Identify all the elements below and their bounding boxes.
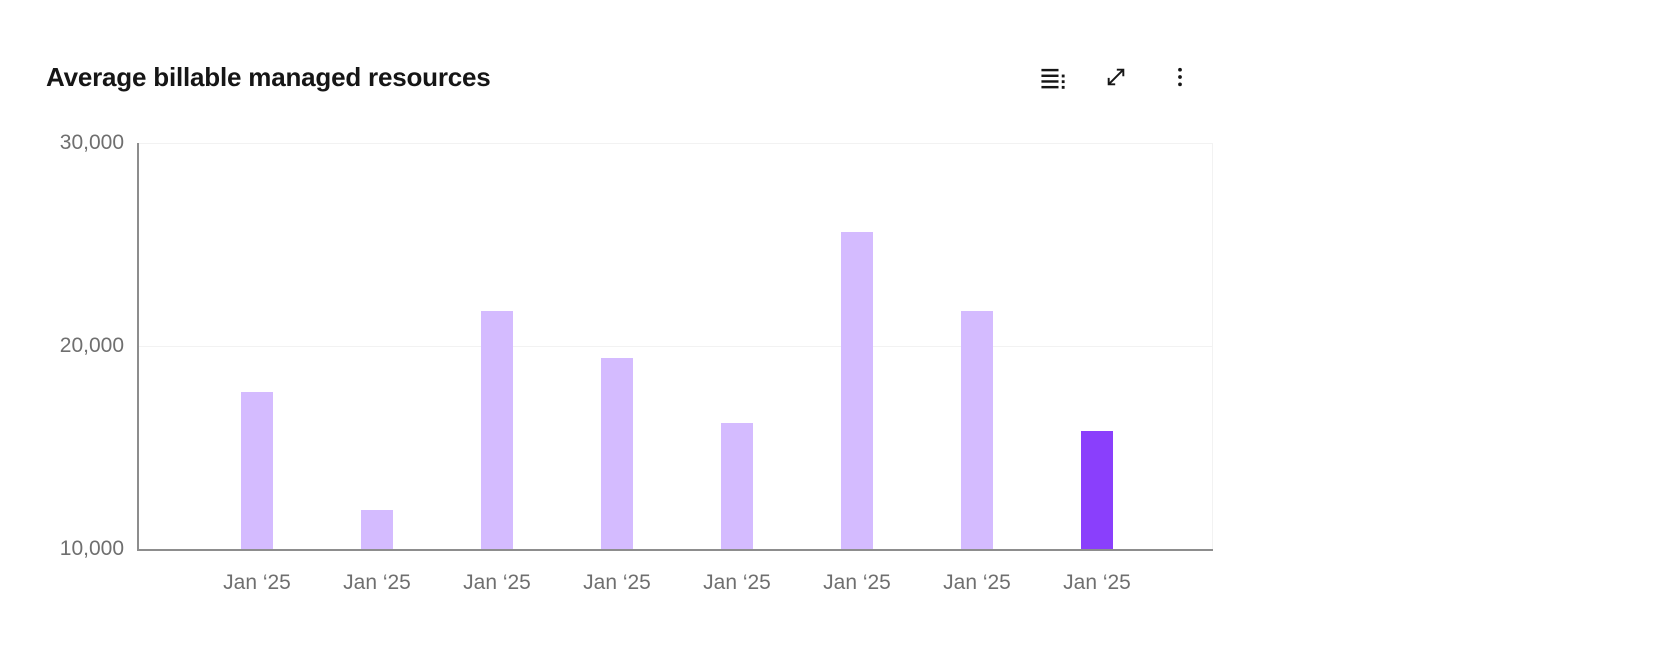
bar[interactable] xyxy=(481,311,513,549)
x-tick-label: Jan ‘25 xyxy=(583,571,651,594)
x-axis-line xyxy=(137,549,1213,551)
gridline-30000 xyxy=(137,142,1213,144)
data-table-icon xyxy=(1041,68,1065,89)
bar[interactable] xyxy=(241,392,273,549)
y-tick-label: 30,000 xyxy=(59,131,124,154)
x-tick-label: Jan ‘25 xyxy=(1063,571,1131,594)
chart-title: Average billable managed resources xyxy=(46,62,491,92)
x-tick-label: Jan ‘25 xyxy=(823,571,891,594)
x-tick-label: Jan ‘25 xyxy=(343,571,411,594)
bar[interactable] xyxy=(361,510,393,549)
overflow-menu-button[interactable] xyxy=(1162,59,1198,95)
bar[interactable] xyxy=(841,232,873,549)
y-tick-label: 10,000 xyxy=(59,537,124,560)
bar[interactable] xyxy=(961,311,993,549)
x-tick-label: Jan ‘25 xyxy=(703,571,771,594)
x-tick-label: Jan ‘25 xyxy=(943,571,1011,594)
bar[interactable] xyxy=(721,423,753,549)
plot-right-border xyxy=(1212,143,1213,551)
expand-icon xyxy=(1107,68,1125,86)
y-tick-label: 20,000 xyxy=(59,334,124,357)
bar-highlighted[interactable] xyxy=(1081,431,1113,549)
bar[interactable] xyxy=(601,358,633,549)
y-axis-line xyxy=(137,143,139,551)
plot-area xyxy=(137,142,1213,551)
x-tick-label: Jan ‘25 xyxy=(223,571,291,594)
fullscreen-button[interactable] xyxy=(1098,59,1134,95)
show-data-table-button[interactable] xyxy=(1034,59,1070,95)
overflow-menu-icon xyxy=(1178,67,1182,87)
x-tick-label: Jan ‘25 xyxy=(463,571,531,594)
gridline-20000 xyxy=(137,345,1213,347)
